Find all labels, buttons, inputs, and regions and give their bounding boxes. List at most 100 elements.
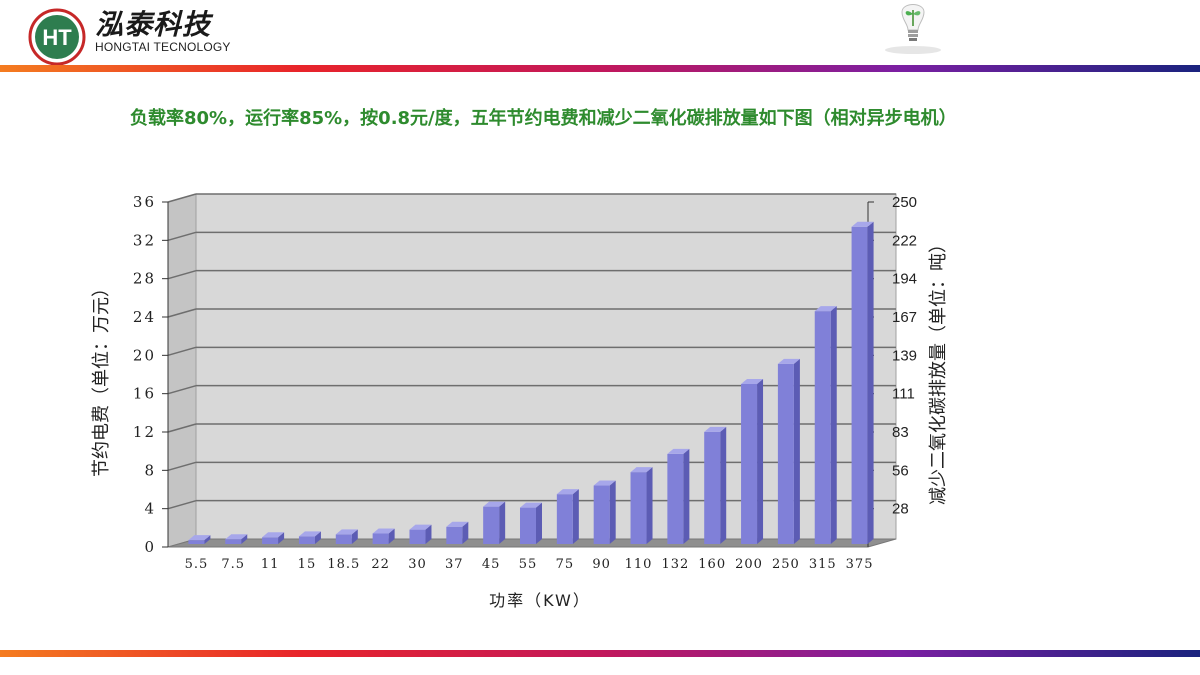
bar-top: [298, 531, 321, 537]
bar: [298, 536, 315, 544]
x-tick-label: 160: [698, 557, 726, 572]
bar: [372, 533, 389, 544]
x-tick-label: 11: [261, 557, 280, 572]
bar: [556, 494, 573, 544]
y2-tick-label: 222: [892, 232, 917, 249]
brand-name-cn: 泓泰科技: [95, 8, 212, 41]
y2-tick-label: 28: [892, 501, 909, 518]
bar-side: [867, 221, 874, 544]
gridline-side: [167, 308, 197, 318]
bar-top: [814, 306, 837, 312]
gridline-side: [167, 193, 197, 203]
bar: [188, 540, 205, 544]
bar-top: [409, 524, 432, 530]
x-tick-label: 5.5: [185, 557, 209, 572]
bar-side: [830, 306, 837, 544]
bar-top: [335, 529, 358, 535]
x-tick-label: 200: [735, 557, 763, 572]
top-gradient-bar: [0, 65, 1200, 72]
x-tick-label: 132: [661, 557, 689, 572]
gridline-side: [167, 346, 197, 357]
y-tick-label: 8: [144, 461, 156, 479]
y2-tick-label: 167: [892, 309, 917, 326]
gridline-side: [167, 461, 197, 472]
bar-side: [278, 532, 285, 544]
bar: [446, 526, 463, 544]
y2-tick-label: 139: [892, 347, 917, 364]
y-tick-label: 28: [133, 270, 156, 288]
x-tick-label: 7.5: [221, 557, 245, 572]
bar: [741, 383, 758, 544]
bar-top: [741, 378, 764, 384]
x-tick-label: 250: [772, 557, 800, 572]
bar: [225, 539, 242, 544]
bar-top: [262, 532, 285, 538]
bar-side: [241, 534, 248, 544]
x-tick-label: 18.5: [327, 557, 360, 572]
header: HT 泓泰科技 HONGTAI TECNOLOGY: [0, 0, 1200, 75]
bar-side: [314, 531, 321, 544]
gridline-side: [167, 231, 197, 242]
bar: [483, 506, 500, 544]
x-tick-label: 15: [298, 557, 317, 572]
bar: [335, 534, 352, 544]
y2-tick-label: 56: [892, 462, 909, 479]
y-tick-label: 16: [133, 385, 156, 403]
bar: [262, 537, 279, 544]
chart-title: 负载率80%，运行率85%，按0.8元/度，五年节约电费和减少二氧化碳排放量如下…: [130, 108, 957, 129]
brand: 泓泰科技 HONGTAI TECNOLOGY: [95, 8, 231, 54]
x-tick-label: 110: [625, 557, 653, 572]
x-tick-label: 22: [371, 557, 390, 572]
bar-side: [720, 426, 727, 544]
logo-letters: HT: [42, 25, 72, 50]
plot-side-wall: [167, 193, 197, 548]
bar-top: [188, 535, 211, 541]
y2-tick-label: 250: [892, 194, 917, 211]
lightbulb-icon: [885, 4, 941, 54]
x-axis-title: 功率（KW）: [489, 591, 591, 610]
y2-tick-label: 83: [892, 424, 909, 441]
bar: [409, 529, 426, 544]
y-tick-label: 20: [133, 346, 156, 364]
y-axis-title: 节约电费（单位：万元）: [91, 279, 112, 477]
bar: [630, 472, 647, 544]
bar: [667, 453, 684, 544]
bar-top: [225, 534, 248, 540]
bottom-gradient-bar: [0, 650, 1200, 657]
x-tick-label: 30: [408, 557, 427, 572]
y-tick-label: 12: [133, 423, 156, 441]
y2-tick-label: 194: [892, 271, 917, 288]
bar-top: [704, 426, 727, 432]
x-tick-label: 90: [592, 557, 611, 572]
gridline-side: [167, 269, 197, 280]
bar-top: [777, 358, 800, 364]
bar-side: [204, 535, 211, 544]
bar-top: [520, 502, 542, 508]
y2-tick-label: 111: [892, 386, 915, 403]
bar-side: [536, 502, 542, 544]
y-tick-label: 32: [133, 231, 156, 249]
bar-top: [667, 448, 690, 454]
bar: [814, 311, 831, 544]
x-tick-label: 315: [809, 557, 837, 572]
bar-side: [388, 528, 395, 544]
gridline-side: [167, 499, 197, 510]
bar: [520, 507, 536, 544]
x-tick-label: 75: [556, 557, 575, 572]
bar-side: [572, 489, 579, 544]
x-tick-label: 37: [445, 557, 464, 572]
bar-top: [593, 480, 616, 486]
x-tick-label: 55: [519, 557, 538, 572]
gridline-side: [167, 384, 197, 395]
company-logo: HT: [28, 8, 86, 66]
x-tick-label: 375: [846, 557, 874, 572]
y-tick-label: 4: [144, 500, 156, 518]
bar: [704, 431, 721, 544]
bar: [777, 363, 794, 544]
bar-side: [351, 529, 358, 544]
bar: [851, 226, 868, 544]
bar: [593, 485, 610, 544]
bar-side: [499, 501, 506, 544]
bar-top: [851, 221, 874, 227]
